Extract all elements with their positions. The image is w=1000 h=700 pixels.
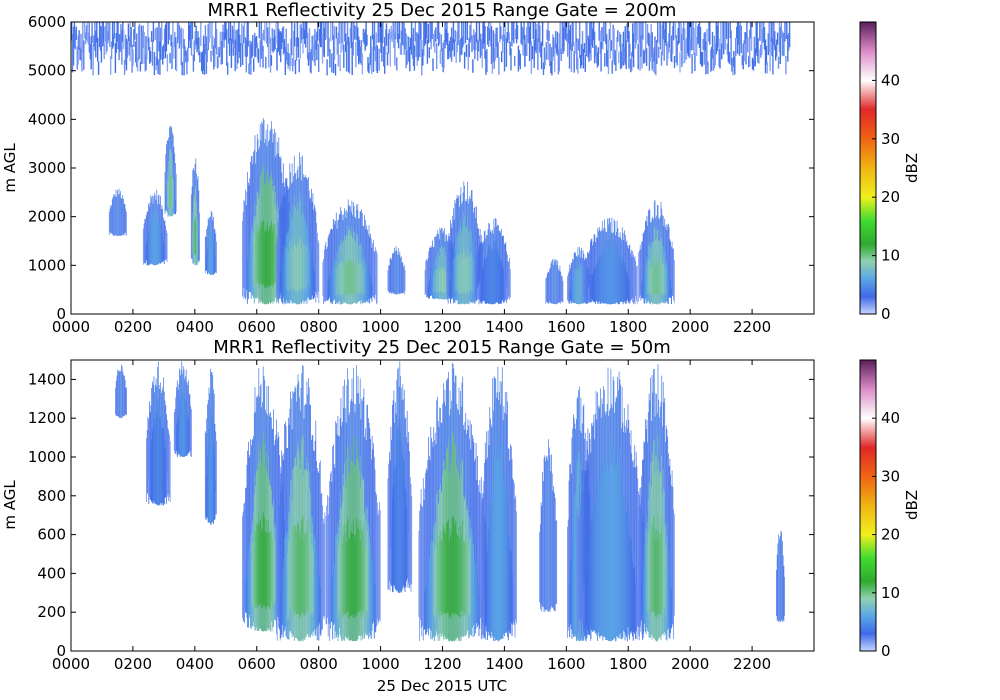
lower-echo	[576, 367, 644, 642]
lower-xtick-label: 1000	[361, 655, 399, 673]
upper-echo	[322, 199, 378, 305]
upper-xtick-label: 0600	[238, 318, 276, 336]
lower-echo	[418, 362, 487, 642]
upper-noise-band	[71, 22, 791, 76]
upper-cbar-tick-label: 0	[881, 305, 891, 323]
upper-colorbar-gradient	[859, 21, 877, 315]
lower-echo	[387, 361, 413, 593]
upper-xtick-label: 2200	[733, 318, 771, 336]
upper-ytick-label: 2000	[28, 208, 66, 226]
lower-echo	[146, 361, 171, 506]
panel-upper: MRR1 Reflectivity 25 Dec 2015 Range Gate…	[1, 0, 921, 336]
lower-xtick-label: 1600	[547, 655, 585, 673]
lower-xtick-label: 0200	[114, 655, 152, 673]
lower-xtick-label: 0600	[238, 655, 276, 673]
upper-echo	[108, 188, 127, 236]
upper-echo	[638, 199, 675, 305]
lower-plot-area	[115, 361, 785, 642]
lower-xtick-label: 0800	[300, 655, 338, 673]
upper-ytick-label: 0	[56, 305, 66, 323]
upper-echo	[545, 258, 564, 305]
upper-echo	[474, 218, 511, 305]
upper-xtick-label: 0200	[114, 318, 152, 336]
lower-xtick-label: 2000	[671, 655, 709, 673]
upper-echo	[190, 158, 200, 266]
upper-cbar-tick-label: 30	[881, 130, 900, 148]
lower-echo	[173, 361, 192, 457]
lower-echo	[115, 364, 127, 419]
lower-ytick-label: 600	[37, 526, 66, 544]
lower-cbar-tick-label: 0	[881, 642, 891, 660]
upper-ytick-label: 3000	[28, 159, 66, 177]
lower-cbar-tick-label: 40	[881, 409, 900, 427]
upper-ticks: 0000 0200 0400 0600 0800 1000 1200 1400 1600 1800…	[28, 13, 814, 336]
lower-xtick-label: 1200	[423, 655, 461, 673]
lower-xtick-label: 1400	[485, 655, 523, 673]
lower-colorbar: dBZ 0 10 20 30 40	[859, 359, 921, 660]
upper-xtick-label: 1800	[609, 318, 647, 336]
upper-xtick-label: 0400	[176, 318, 214, 336]
upper-xtick-label: 0800	[300, 318, 338, 336]
upper-plot-area	[71, 22, 791, 305]
lower-cbar-tick-label: 30	[881, 467, 900, 485]
upper-xtick-label: 0000	[52, 318, 90, 336]
lower-xtick-label: 2200	[733, 655, 771, 673]
lower-echo	[242, 366, 286, 632]
upper-xtick-label: 2000	[671, 318, 709, 336]
lower-colorbar-label: dBZ	[903, 490, 921, 520]
lower-colorbar-gradient	[859, 359, 877, 652]
upper-echo	[142, 189, 168, 266]
upper-ytick-label: 4000	[28, 110, 66, 128]
lower-ytick-label: 1200	[28, 409, 66, 427]
upper-title: MRR1 Reflectivity 25 Dec 2015 Range Gate…	[208, 0, 677, 21]
lower-cbar-tick-label: 10	[881, 584, 900, 602]
lower-xtick-label: 0400	[176, 655, 214, 673]
upper-colorbar-label: dBZ	[903, 153, 921, 183]
lower-cbar-tick-label: 20	[881, 526, 900, 544]
lower-ytick-label: 1400	[28, 370, 66, 388]
upper-xtick-label: 1200	[423, 318, 461, 336]
lower-echo	[480, 366, 517, 642]
lower-ylabel: m AGL	[1, 480, 19, 530]
upper-ytick-label: 6000	[28, 13, 66, 31]
lower-ticks: 0000 0200 0400 0600 0800 1000 1200 1400 1600 1800…	[28, 360, 814, 673]
lower-ytick-label: 1000	[28, 448, 66, 466]
lower-ytick-label: 200	[37, 603, 66, 621]
upper-cbar-tick-label: 10	[881, 247, 900, 265]
upper-cbar-tick-label: 40	[881, 71, 900, 89]
upper-cbar-tick-label: 20	[881, 188, 900, 206]
upper-ytick-label: 5000	[28, 62, 66, 80]
upper-xtick-label: 1400	[485, 318, 523, 336]
upper-ytick-label: 1000	[28, 256, 66, 274]
upper-echo	[164, 125, 177, 217]
upper-echo	[204, 210, 217, 275]
lower-xtick-label: 1800	[609, 655, 647, 673]
lower-xtick-label: 0000	[52, 655, 90, 673]
lower-title: MRR1 Reflectivity 25 Dec 2015 Range Gate…	[213, 337, 671, 358]
upper-echo	[276, 152, 320, 305]
upper-colorbar: dBZ 0 10 20 30 40	[859, 21, 921, 323]
lower-echo	[204, 368, 217, 525]
lower-echo	[638, 364, 675, 642]
lower-xlabel: 25 Dec 2015 UTC	[377, 677, 507, 695]
lower-echo	[276, 365, 326, 642]
upper-xtick-label: 1600	[547, 318, 585, 336]
upper-xtick-label: 1000	[361, 318, 399, 336]
lower-echo	[539, 439, 558, 613]
lower-ytick-label: 800	[37, 487, 66, 505]
upper-echo	[387, 246, 406, 295]
lower-echo	[325, 365, 381, 642]
lower-echo	[776, 530, 785, 622]
upper-ylabel: m AGL	[1, 143, 19, 193]
upper-echo	[582, 217, 638, 305]
panel-lower: MRR1 Reflectivity 25 Dec 2015 Range Gate…	[1, 337, 921, 695]
lower-ytick-label: 400	[37, 564, 66, 582]
lower-ytick-label: 0	[56, 642, 66, 660]
